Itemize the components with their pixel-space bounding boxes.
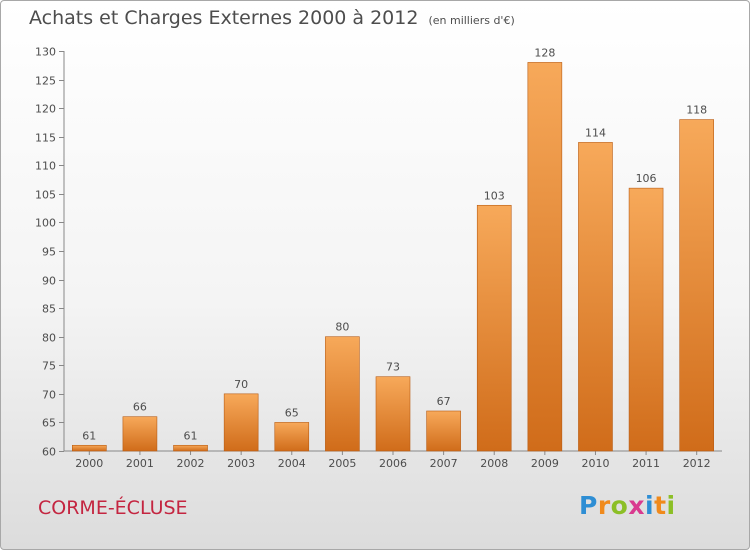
bar [578,142,613,452]
x-tick-label: 2008 [480,457,508,470]
x-tick-label: 2007 [430,457,458,470]
bar-value-label: 65 [285,406,299,419]
bar [72,444,107,452]
proxiti-logo[interactable]: Proxiti [579,491,676,520]
x-tick-label: 2005 [328,457,356,470]
logo-letter: t [654,491,667,520]
bar [173,444,208,452]
bar-value-label: 106 [636,172,657,185]
bar-value-label: 66 [133,401,147,414]
logo-letter: P [579,491,598,520]
x-tick-label: 2009 [531,457,559,470]
x-tick-label: 2000 [75,457,103,470]
logo-letter: i [666,491,676,520]
bar-value-label: 80 [335,321,349,334]
chart-bars: 61 66 61 70 65 80 73 67 103 128 114 106 118 [72,46,714,452]
bar [628,187,664,452]
bar [527,62,563,452]
y-tick-label: 110 [35,160,56,173]
bar [223,393,259,452]
y-tick-label: 60 [42,446,56,459]
logo-letter: o [610,491,629,520]
chart-unit: (en milliers d'€) [428,14,515,27]
bar [274,422,310,452]
bar-value-label: 70 [234,378,248,391]
logo-letter: r [597,491,611,520]
x-tick-label: 2012 [683,457,711,470]
bar-value-label: 128 [534,46,555,59]
bar-value-label: 61 [82,429,96,442]
x-tick-label: 2001 [126,457,154,470]
bar-value-label: 118 [686,104,707,117]
y-tick-label: 115 [35,132,56,145]
bar [426,410,461,452]
y-tick-label: 85 [42,303,56,316]
y-tick-label: 125 [35,75,56,88]
x-tick-label: 2006 [379,457,407,470]
logo-letter: x [628,491,645,520]
bar [679,119,714,452]
x-tick-label: 2002 [177,457,205,470]
x-tick-label: 2003 [227,457,255,470]
bar-value-label: 61 [184,429,198,442]
logo-letter: i [645,491,655,520]
bar-value-label: 73 [386,361,400,374]
chart-title-text: Achats et Charges Externes 2000 à 2012 [29,7,419,29]
y-tick-label: 75 [42,360,56,373]
bar [122,416,158,452]
x-tick-label: 2004 [278,457,306,470]
bar-value-label: 103 [484,189,505,202]
y-tick-label: 95 [42,246,56,259]
y-tick-label: 65 [42,417,56,430]
bar-value-label: 67 [437,395,451,408]
y-tick-label: 105 [35,189,56,202]
y-tick-label: 130 [35,46,56,59]
chart-title: Achats et Charges Externes 2000 à 2012 (e… [29,7,515,29]
y-tick-label: 90 [42,275,56,288]
city-name: CORME-ÉCLUSE [38,497,188,519]
y-tick-label: 100 [35,217,56,230]
bar [375,376,411,452]
y-tick-label: 120 [35,103,56,116]
x-tick-label: 2010 [581,457,609,470]
y-tick-label: 70 [42,389,56,402]
y-tick-label: 80 [42,332,56,345]
x-tick-label: 2011 [632,457,660,470]
bar [325,336,360,452]
bar [476,204,512,452]
bar-value-label: 114 [585,126,606,139]
